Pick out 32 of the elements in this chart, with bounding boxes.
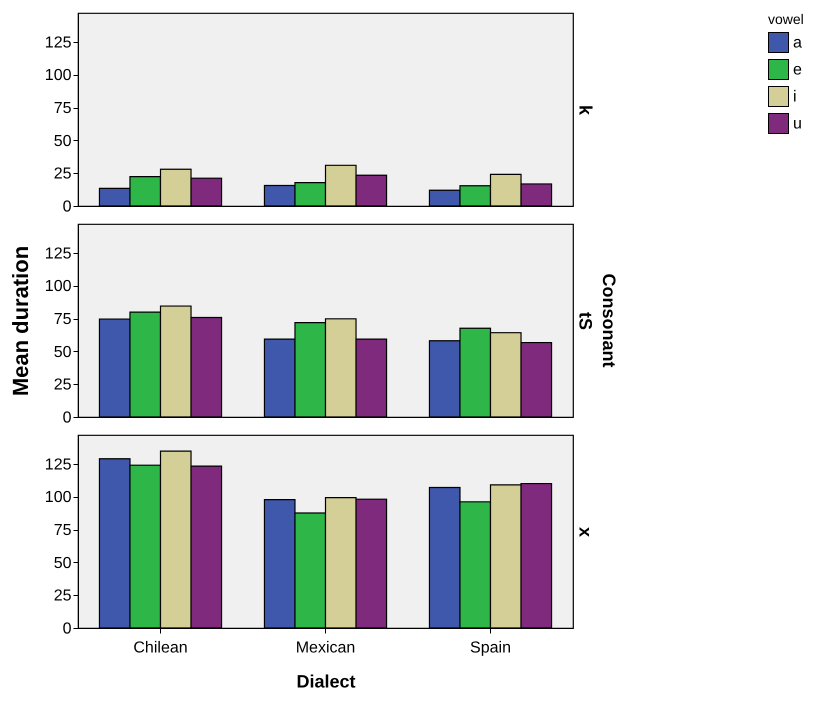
y-tick-label: 125 [44,456,72,474]
y-tick-label: 75 [54,100,72,118]
x-tick-label: Mexican [296,640,356,656]
y-tick-label: 50 [54,132,72,150]
y-tick-label: 0 [62,198,72,216]
legend-label: i [793,88,797,106]
x-axis-title: Dialect [296,672,356,692]
y-tick-label: 100 [44,489,72,506]
legend-label: u [793,116,802,132]
legend-title: vowel [768,11,804,27]
y-tick-label: 25 [54,588,72,605]
y-tick-label: 100 [44,278,72,296]
y-tick-label: 125 [44,34,72,52]
y-tick-label: 50 [54,554,72,572]
y-tick-label: 0 [62,410,72,426]
legend-label: a [793,34,802,52]
x-tick-label: Spain [470,640,511,656]
y-tick-label: 100 [44,67,72,84]
y2-axis-title: Consonant [599,274,619,368]
y-tick-label: 50 [54,344,72,361]
text: tS [576,312,596,330]
y-tick-label: 25 [54,166,72,183]
legend-label: e [793,62,802,78]
x-tick-label: Chilean [133,640,188,656]
text: k [576,104,596,116]
y-axis-title: Mean duration [8,246,33,396]
text: x [576,526,596,538]
y-tick-label: 75 [54,311,72,328]
y-tick-label: 25 [54,376,72,394]
y-tick-label: 125 [44,245,72,262]
y-tick-label: 0 [62,620,72,638]
y-tick-label: 75 [54,522,72,540]
